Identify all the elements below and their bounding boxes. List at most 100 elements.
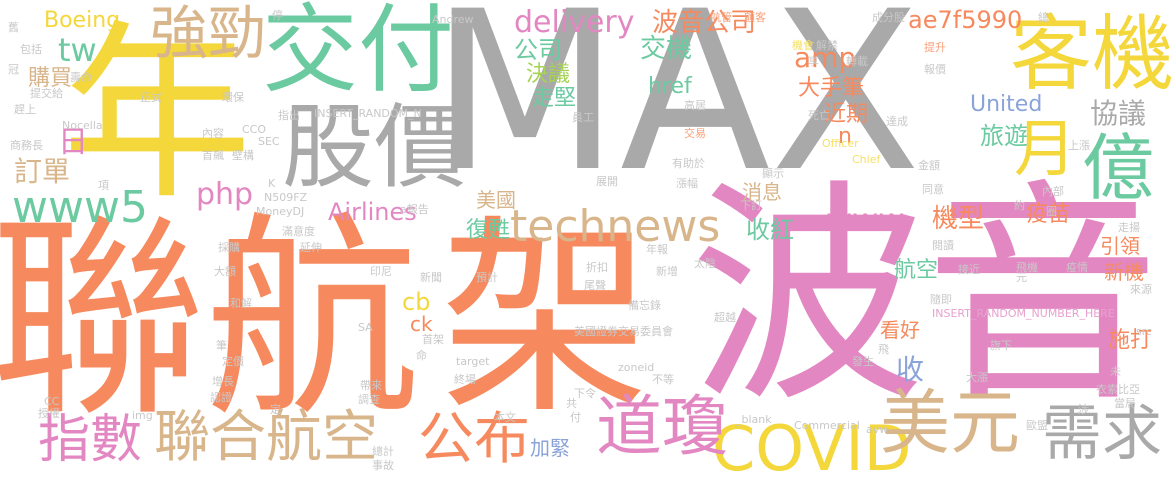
word-ri: 日 [58,125,88,160]
word-xinji: 新機 [1104,260,1144,284]
word-small: 圈 [1046,205,1057,218]
word-small: Andrew [432,13,474,26]
word-keji: 客機 [1010,7,1175,102]
word-small: 涉 [1078,403,1089,416]
word-small: 首架 [422,333,444,346]
word-small: 總 [1038,11,1049,24]
word-small: 提升 [924,41,946,54]
word-small: 閱讀 [932,239,954,252]
word-small: 授權 [38,407,60,420]
word-small: SA [358,321,373,334]
word-small: 共 [566,397,577,410]
word-small: zoneid [618,361,655,374]
word-small: 大漲 [966,371,988,384]
word-jueyi: 決議 [526,62,571,87]
word-small: 總計 [372,445,394,458]
word-small: target [456,355,490,368]
word-small: Officer [822,137,859,150]
word-technews: technews [510,201,721,252]
word-zhishu: 指數 [38,410,143,470]
word-small: 旗下 [990,339,1012,352]
word-small: 死亡 [808,109,830,122]
word-fusu: 復甦 [466,218,511,243]
word-kanhao: 看好 [880,318,920,342]
word-nian: 年 [62,4,253,225]
word-yinling: 引領 [1100,234,1140,258]
word-jixing: 機型 [932,204,985,234]
word-small: 發生 [852,355,874,368]
word-small: 有助於 [672,157,705,170]
word-max: MAX [430,0,922,220]
word-small: 達成 [886,115,908,128]
word-small: 疫情 [1066,261,1088,274]
word-boeing: Boeing [44,8,121,33]
word-covid: COVID [712,412,912,482]
word-ae7f: ae7f5990 [908,6,1023,34]
word-jiaofu: 交付 [262,0,454,106]
word-php: php [196,177,254,212]
word-small: 超越 [714,311,736,324]
word-small: 備忘錄 [628,299,661,312]
word-href: href [648,74,692,99]
word-small: 飛機 [1016,261,1038,274]
word-small: 延伸 [300,241,322,254]
word-small: 金額 [918,159,940,172]
word-small: 增長 [212,375,234,388]
word-gongsi: 公司 [514,36,562,64]
word-airlines: Airlines [328,198,417,226]
word-dingdan: 訂單 [14,155,71,188]
word-small: 認證 [210,391,232,404]
word-small: 隨即 [930,293,952,306]
word-xiaoxi: 消息 [742,180,782,204]
word-small: 成分股 [872,11,905,24]
word-yi: 億 [1082,126,1155,210]
word-dashoubi: 大手筆 [798,76,865,101]
word-small: 帶來 [360,379,382,392]
word-small: 指出 [278,109,300,122]
word-small: 和解 [230,297,252,310]
word-small: INSERT_RANDOM_N [314,107,422,120]
word-small: 採購 [218,241,240,254]
word-small: 折扣 [586,261,608,274]
word-gujia: 股價 [282,94,467,201]
word-lianhehangkong: 聯合航空 [154,405,378,470]
word-small: 終場 [454,373,476,386]
word-small: 定價 [222,355,244,368]
word-delivery: delivery [514,5,635,40]
word-small: 同意 [922,183,944,196]
word-jiajin: 加緊 [530,436,570,460]
word-goumai: 購買 [28,66,73,91]
word-yue: 月 [1014,112,1077,185]
word-boyin: 波音 [690,161,1160,434]
word-small: 員工 [572,111,594,124]
word-ck: ck [410,312,433,336]
word-n: n [838,124,852,149]
word-xieyi: 協議 [1090,97,1147,130]
word-small: 當局 [1114,397,1136,410]
word-small: 下令 [574,387,596,400]
word-small: 報價 [924,63,946,76]
word-small: Nocella [62,119,103,132]
word-amp: amp [794,41,857,74]
word-small: INSERT_RANDOM_NUMBER_HERE [932,307,1115,320]
word-small: 調查 [358,393,380,406]
word-small: 壁構 [232,149,254,162]
word-gongbu: 公布 [418,407,530,472]
word-jia: 架 [440,197,651,442]
word-small: 轉載 [846,55,868,68]
word-small: MoneyDJ [256,205,305,218]
word-small: 內部 [1042,185,1064,198]
word-small: 預計 [476,271,498,284]
word-small: 環保 [222,91,244,104]
word-small: 提交給 [30,87,63,100]
word-small: 走揚 [1118,221,1140,234]
word-small: 本文 [494,411,516,424]
word-small: 年報 [646,243,668,256]
word-small: 約 [1014,199,1025,212]
word-small: 新聞 [420,271,442,284]
word-small: 大額 [214,265,236,278]
word-bogonsi: 波音公司 [652,8,757,38]
word-meiyuan: 美元 [880,382,1020,464]
word-small: 商務長 [10,139,43,152]
word-small: 下訂 [740,199,762,212]
